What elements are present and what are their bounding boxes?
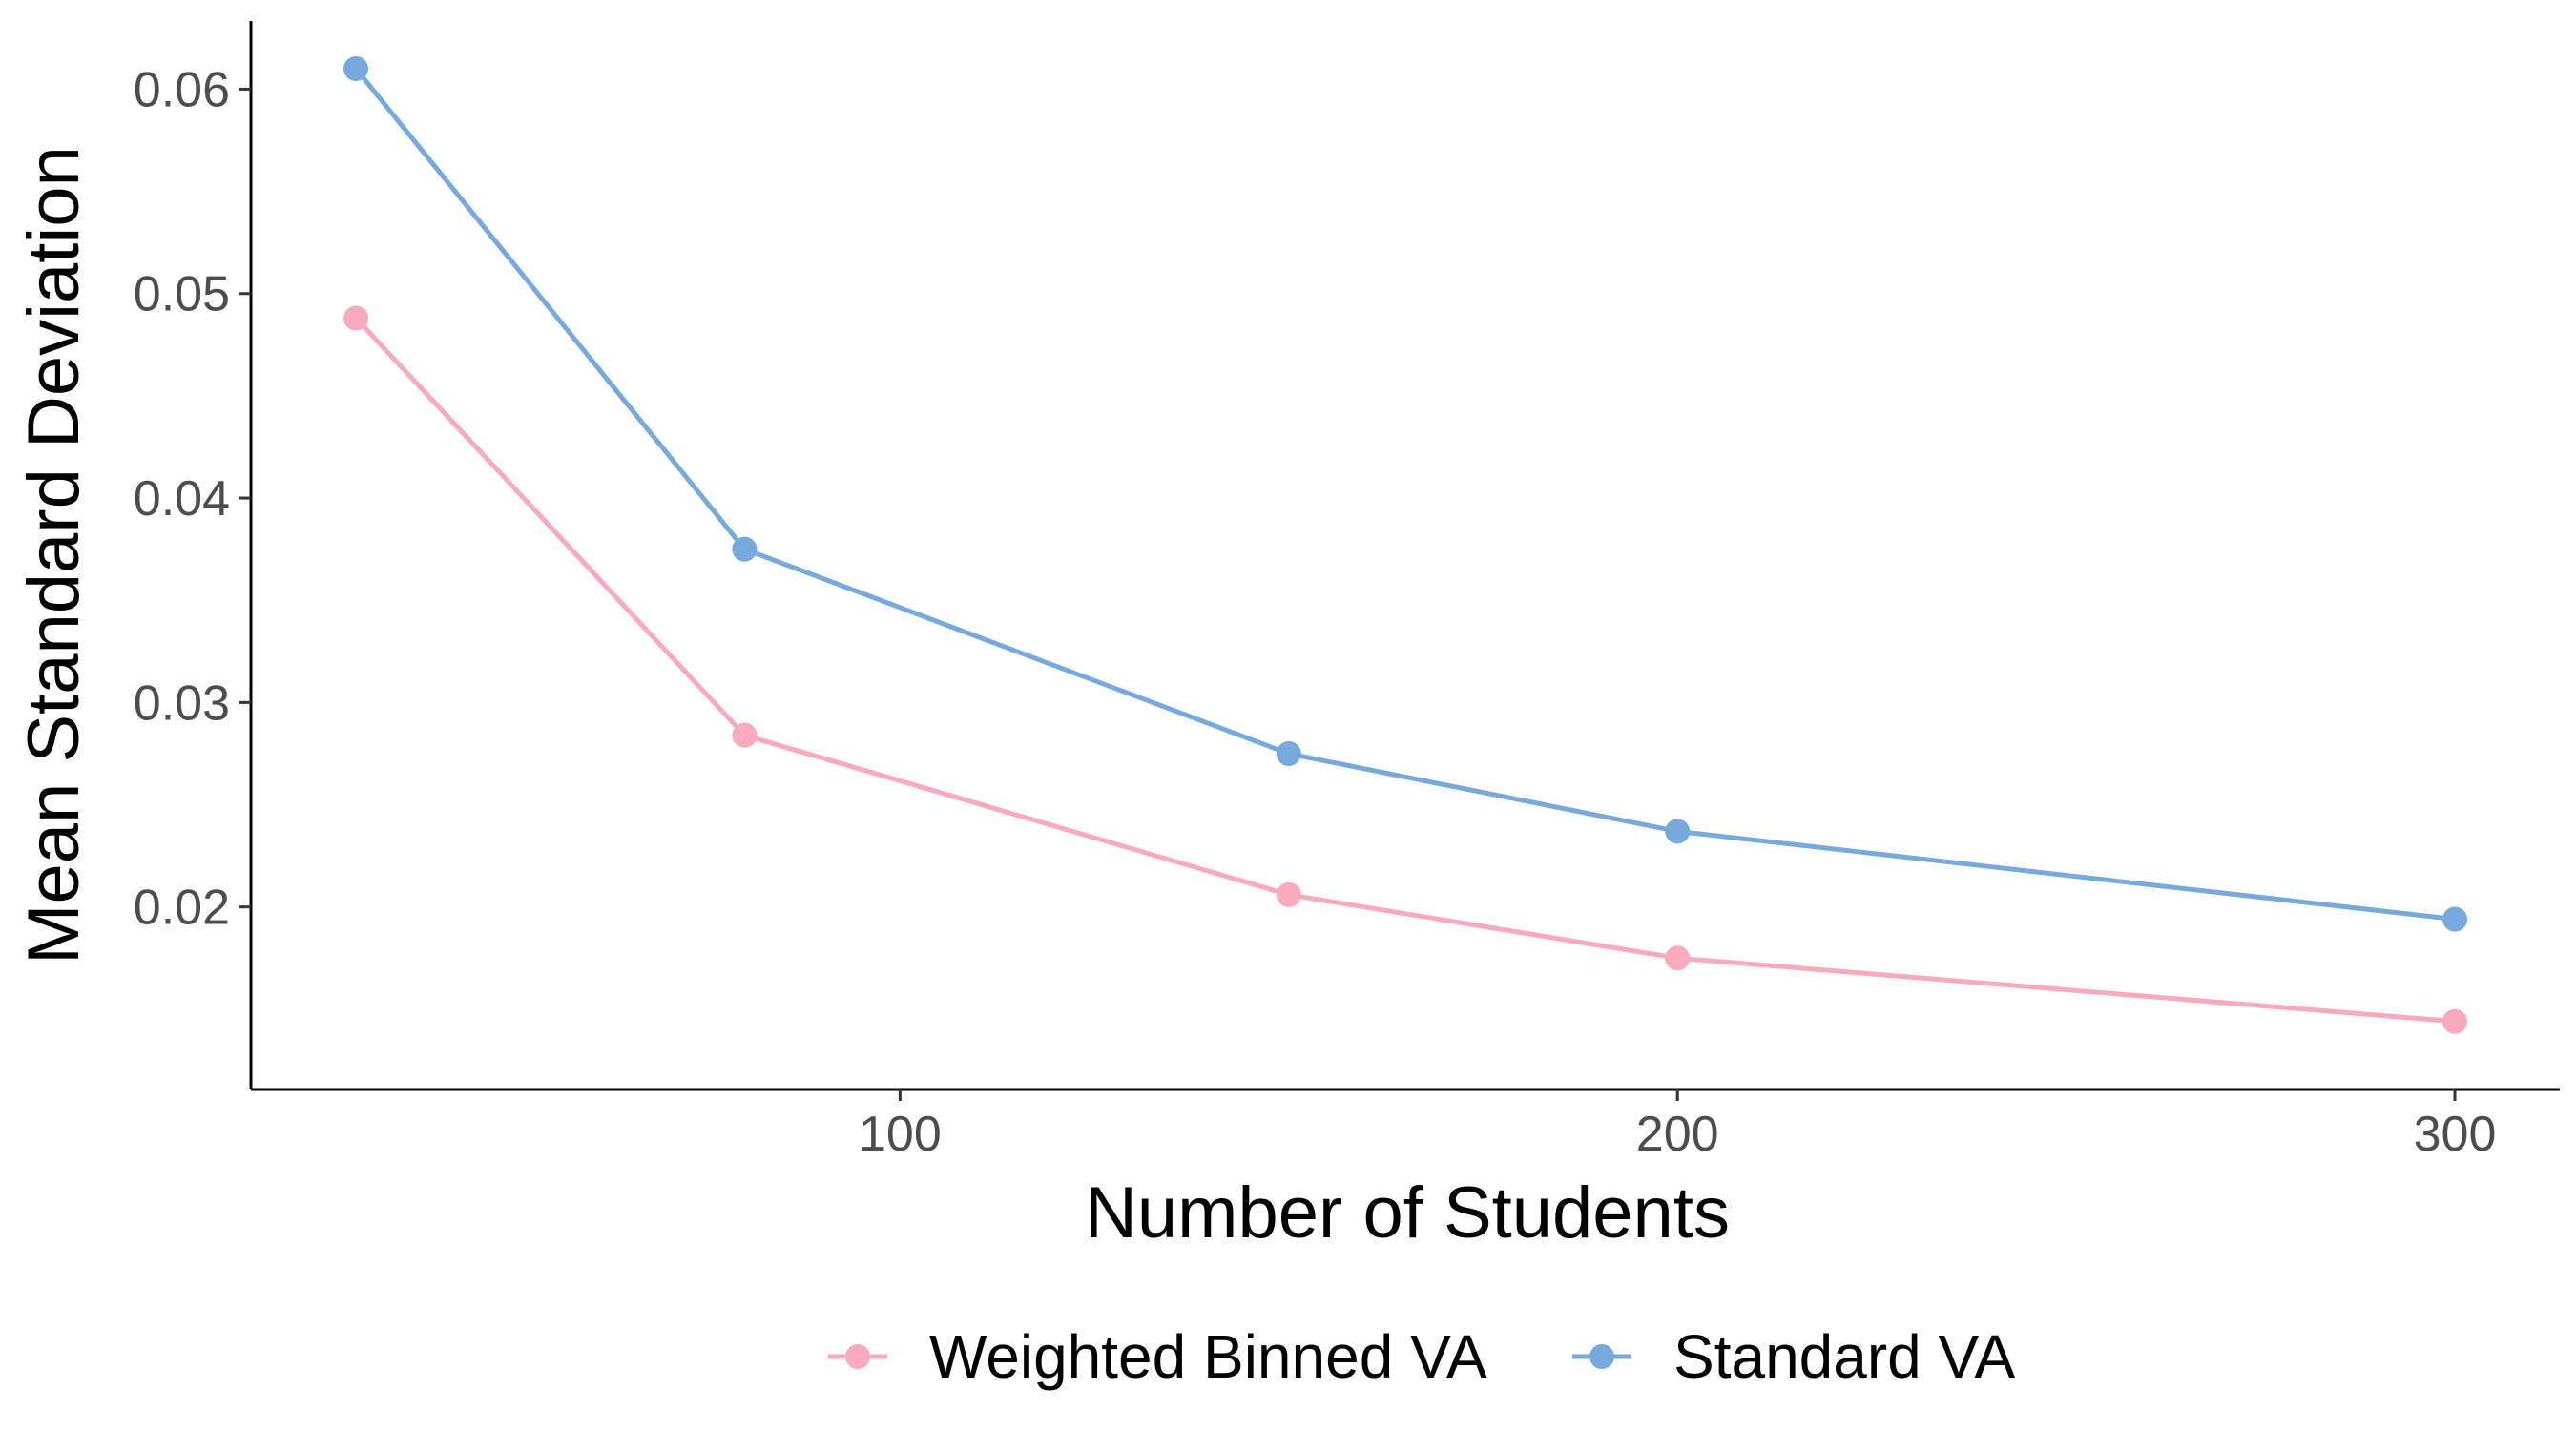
legend-label: Standard VA (1673, 1322, 2015, 1391)
series-line-standard-va (353, 66, 2458, 923)
data-point-weighted-binned-va (2442, 1008, 2467, 1034)
legend-item-standard-va: Standard VA (1572, 1322, 2015, 1391)
x-axis-title: Number of Students (1085, 1172, 1730, 1254)
x-tick-label: 300 (2414, 1107, 2497, 1162)
data-point-weighted-binned-va (732, 722, 758, 748)
legend: Weighted Binned VA Standard VA (828, 1322, 2015, 1391)
data-point-standard-va (343, 56, 368, 81)
data-point-standard-va (732, 536, 758, 562)
y-tick-label: 0.06 (134, 62, 230, 117)
data-point-weighted-binned-va (343, 305, 368, 331)
x-tick-label: 100 (859, 1107, 942, 1162)
data-point-standard-va (1276, 740, 1301, 766)
legend-key-point (845, 1344, 870, 1369)
plot-area: 0.02 0.03 0.04 0.05 0.06 100 200 300 (134, 21, 2560, 1162)
y-axis-ticks: 0.02 0.03 0.04 0.05 0.06 (134, 62, 251, 936)
y-tick-label: 0.05 (134, 267, 230, 322)
series-layer (343, 56, 2467, 1034)
legend-label: Weighted Binned VA (929, 1322, 1487, 1391)
x-axis-ticks: 100 200 300 (859, 1089, 2496, 1162)
data-point-weighted-binned-va (1665, 945, 1691, 971)
data-point-standard-va (2442, 906, 2467, 932)
data-point-weighted-binned-va (1276, 881, 1301, 907)
y-tick-label: 0.04 (134, 471, 230, 527)
series-line-weighted-binned-va (353, 315, 2458, 1025)
x-tick-label: 200 (1636, 1107, 1719, 1162)
legend-key-point (1589, 1344, 1614, 1369)
legend-item-weighted-binned-va: Weighted Binned VA (828, 1322, 1487, 1391)
y-tick-label: 0.02 (134, 881, 230, 936)
data-point-standard-va (1665, 819, 1691, 844)
y-axis-title: Mean Standard Deviation (13, 146, 94, 964)
y-tick-label: 0.03 (134, 675, 230, 731)
